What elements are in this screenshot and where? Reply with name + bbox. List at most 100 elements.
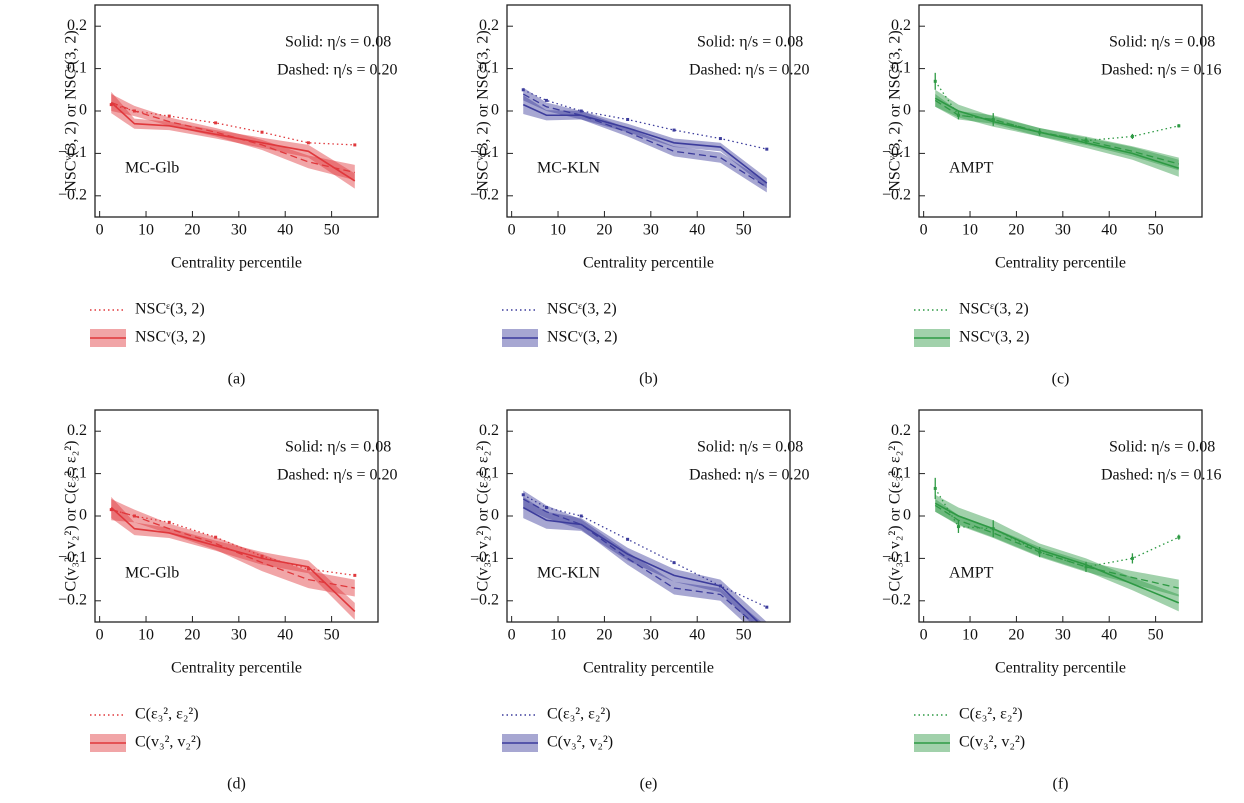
- y-tick-label: −0.2: [882, 186, 911, 203]
- axes-frame: [94, 409, 379, 623]
- series-line: [522, 506, 760, 622]
- point: [260, 554, 264, 558]
- x-tick-label: 0: [508, 627, 516, 644]
- annotation: Dashed: η/s = 0.20: [689, 467, 810, 484]
- y-axis-label: NSCᵛ(3, 2) or NSCᵋ(3, 2): [887, 30, 904, 191]
- annotation: Solid: η/s = 0.08: [1109, 34, 1215, 51]
- panel: 0 10 20 30 40 50 −0.2 −0.1 0 0.1 0.2 Solid: η/s = 0…: [470, 409, 810, 793]
- series-line: [110, 506, 356, 612]
- error-band: [935, 94, 1179, 171]
- point: [1177, 535, 1181, 539]
- error-band: [111, 91, 355, 189]
- point: [933, 486, 937, 490]
- point: [544, 98, 548, 102]
- point: [672, 561, 676, 565]
- point: [214, 535, 218, 539]
- legend-label: NSCᵋ(3, 2): [959, 301, 1029, 318]
- point: [353, 573, 357, 577]
- y-axis-label: C(v₃², v₂²) or C(ε₃², ε₂²): [475, 441, 492, 592]
- plot-area: [521, 87, 769, 193]
- point: [956, 525, 960, 529]
- panel: 0 10 20 30 40 50 −0.2 −0.1 0 0.1 0.2 Solid: η/s = 0…: [58, 409, 398, 793]
- error-band: [111, 499, 355, 597]
- error-band: [935, 89, 1179, 177]
- y-tick-label: 0.2: [891, 17, 911, 34]
- annotation: Dashed: η/s = 0.16: [1101, 467, 1222, 484]
- x-tick-label: 20: [184, 627, 200, 644]
- annotation: Solid: η/s = 0.08: [1109, 439, 1215, 456]
- x-tick-label: 30: [643, 627, 659, 644]
- x-tick-label: 10: [138, 222, 154, 239]
- series-line: [934, 99, 1179, 165]
- series-line: [522, 93, 768, 188]
- y-tick-label: 0: [79, 507, 87, 524]
- x-tick-label: 30: [1055, 222, 1071, 239]
- y-axis-label: NSCᵛ(3, 2) or NSCᵋ(3, 2): [475, 30, 492, 191]
- point: [718, 137, 722, 141]
- y-axis-label: C(v₃², v₂²) or C(ε₃², ε₂²): [63, 441, 80, 592]
- plot-area: [933, 72, 1181, 177]
- point: [521, 88, 525, 92]
- panel-label: (d): [227, 776, 246, 793]
- panel: 0 10 20 30 40 50 −0.2 −0.1 0 0.1 0.2 Solid: η/s = 0…: [882, 4, 1222, 388]
- error-band: [523, 490, 762, 622]
- error-band: [935, 499, 1179, 597]
- annotation: Dashed: η/s = 0.16: [1101, 62, 1222, 79]
- point: [579, 109, 583, 113]
- panel-label: (c): [1052, 371, 1070, 388]
- annotation: Solid: η/s = 0.08: [285, 439, 391, 456]
- panel: 0 10 20 30 40 50 −0.2 −0.1 0 0.1 0.2 Solid: η/s = 0…: [58, 4, 398, 388]
- series-line: [111, 509, 355, 589]
- x-axis-label: Centrality percentile: [995, 660, 1126, 677]
- x-tick-label: 50: [1148, 627, 1164, 644]
- point: [167, 520, 171, 524]
- plot-area: [521, 490, 769, 622]
- annotation: Solid: η/s = 0.08: [697, 34, 803, 51]
- x-tick-label: 40: [1101, 222, 1117, 239]
- annotation: Solid: η/s = 0.08: [697, 439, 803, 456]
- point: [109, 103, 113, 107]
- point: [214, 121, 218, 125]
- x-tick-label: 20: [596, 627, 612, 644]
- panel-label: (e): [640, 776, 658, 793]
- y-tick-label: 0: [491, 102, 499, 119]
- x-tick-label: 20: [1008, 222, 1024, 239]
- y-tick-label: 0: [903, 102, 911, 119]
- y-tick-label: 0.2: [67, 422, 87, 439]
- panel-label: (f): [1053, 776, 1069, 793]
- series-line: [111, 101, 355, 174]
- legend-label: NSCᵛ(3, 2): [547, 329, 617, 346]
- legend-label: C(ε₃², ε₂²): [959, 706, 1023, 723]
- axes-frame: [918, 4, 1203, 218]
- x-tick-label: 10: [962, 222, 978, 239]
- x-tick-label: 30: [1055, 627, 1071, 644]
- x-tick-label: 40: [1101, 627, 1117, 644]
- x-tick-label: 50: [1148, 222, 1164, 239]
- x-tick-label: 10: [138, 627, 154, 644]
- error-band: [523, 95, 767, 189]
- y-tick-label: 0.1: [891, 464, 911, 481]
- panel: 0 10 20 30 40 50 −0.2 −0.1 0 0.1 0.2 Solid: η/s = 0…: [470, 4, 810, 388]
- plot-area: [933, 477, 1181, 612]
- y-tick-label: 0: [79, 102, 87, 119]
- x-tick-label: 20: [184, 222, 200, 239]
- plot-area: [109, 91, 357, 189]
- y-tick-label: 0.1: [479, 464, 499, 481]
- annotation: Dashed: η/s = 0.20: [277, 62, 398, 79]
- panel: 0 10 20 30 40 50 −0.2 −0.1 0 0.1 0.2 Solid: η/s = 0…: [882, 409, 1222, 793]
- y-tick-label: −0.1: [58, 549, 87, 566]
- x-tick-label: 0: [920, 627, 928, 644]
- point: [626, 117, 630, 121]
- panel-label: (a): [228, 371, 246, 388]
- legend-label: C(ε₃², ε₂²): [547, 706, 611, 723]
- x-tick-label: 30: [231, 627, 247, 644]
- y-tick-label: −0.2: [470, 591, 499, 608]
- series-line: [522, 498, 754, 622]
- point: [167, 114, 171, 118]
- y-tick-label: 0: [903, 507, 911, 524]
- x-tick-label: 30: [643, 222, 659, 239]
- x-tick-label: 0: [508, 222, 516, 239]
- x-tick-label: 20: [1008, 627, 1024, 644]
- y-axis-label: C(v₃², v₂²) or C(ε₃², ε₂²): [887, 441, 904, 592]
